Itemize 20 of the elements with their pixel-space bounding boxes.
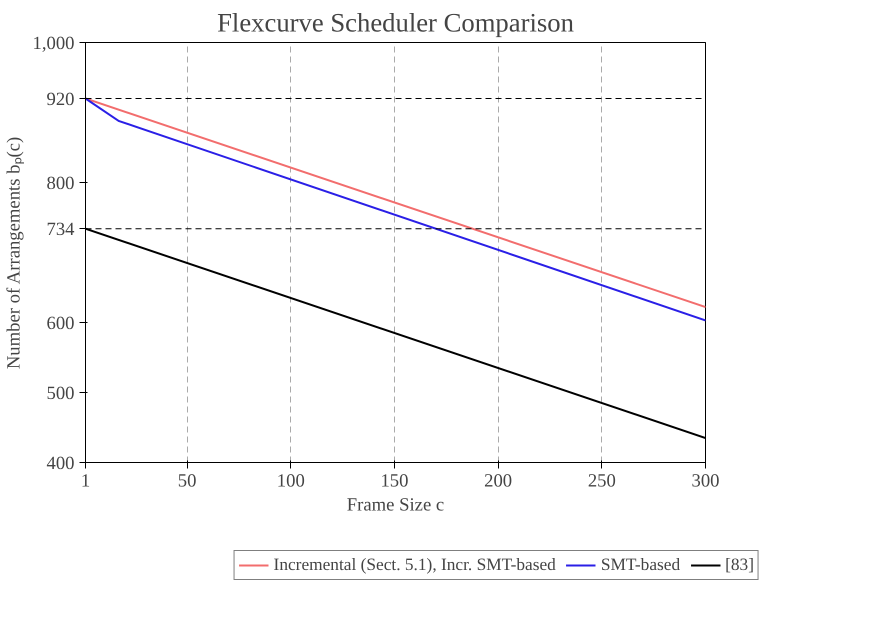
x-tick-label: 300 — [692, 470, 720, 492]
x-tick-label: 150 — [380, 470, 408, 492]
y-axis-title: Number of Arrangements bₚ(c) — [4, 136, 25, 370]
y-tick-label: 734 — [46, 219, 76, 240]
y-tick-label: 400 — [46, 453, 74, 474]
x-tick-label: 50 — [178, 470, 196, 492]
chart-title: Flexcurve Scheduler Comparison — [217, 8, 574, 38]
x-tick-label: 1 — [80, 470, 90, 492]
legend-label: SMT-based — [600, 555, 680, 575]
y-tick-label: 800 — [46, 173, 74, 194]
legend-label: Incremental (Sect. 5.1), Incr. SMT-based — [274, 555, 556, 575]
x-tick-label: 100 — [276, 470, 305, 492]
y-tick-label: 920 — [46, 89, 74, 110]
x-axis-title: Frame Size c — [346, 494, 444, 516]
y-tick-label: 500 — [46, 383, 74, 404]
x-tick-label: 200 — [484, 470, 512, 492]
x-tick-label: 250 — [588, 470, 616, 492]
y-tick-label: 600 — [46, 313, 74, 334]
y-tick-label: 1,000 — [32, 33, 75, 54]
legend-label: [83] — [725, 555, 754, 575]
